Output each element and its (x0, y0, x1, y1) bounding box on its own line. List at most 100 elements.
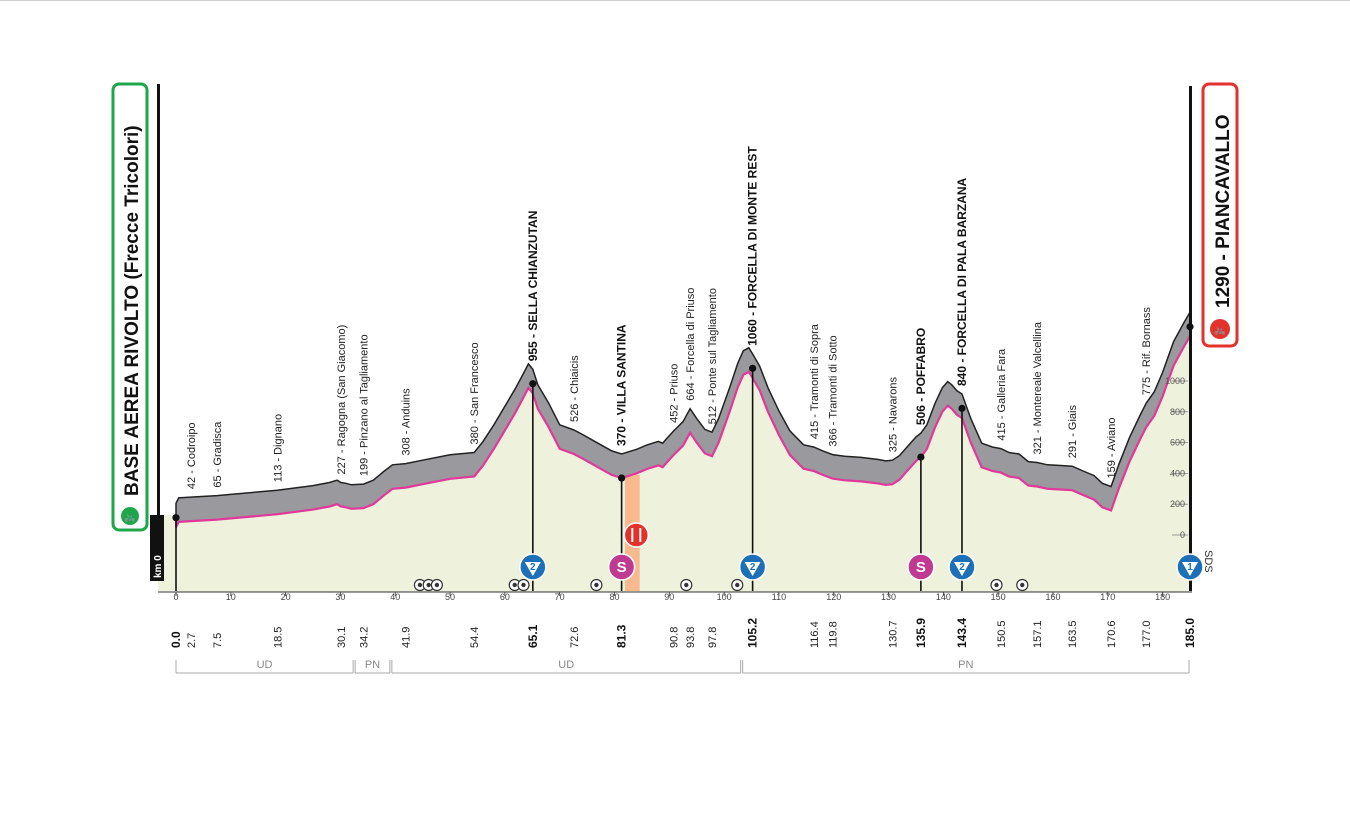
km-tick-label: 100 (717, 592, 732, 602)
road-section-dot-core (417, 582, 423, 588)
km-tick-label: 50 (445, 592, 455, 602)
km-zero-label: km 0 (153, 555, 164, 578)
waypoint-km-label: 7.5 (212, 633, 224, 648)
waypoint-km-label: 105.2 (746, 618, 760, 648)
km-tick-label: 10 (226, 592, 236, 602)
km-tick-label: 150 (991, 592, 1006, 602)
waypoint-km-label: 72.6 (569, 627, 581, 648)
waypoint-label: 42 - Codroipo (186, 422, 198, 489)
major-point-dot (618, 474, 626, 482)
road-section-dot-core (594, 582, 599, 588)
climb-category-number: 2 (530, 562, 536, 573)
waypoint-label: 159 - Aviano (1106, 418, 1118, 479)
feed-zone-marker (623, 522, 650, 548)
km-tick-label: 60 (500, 592, 510, 602)
road-section-dot-core (512, 582, 517, 588)
waypoint-km-label: 81.3 (615, 624, 629, 648)
altitude-tick-label: 200 (1170, 499, 1185, 509)
road-section-dot-core (426, 582, 431, 588)
major-point-dot (917, 453, 925, 461)
waypoint-label: 512 - Ponte sul Tagliamento (707, 288, 719, 424)
climb-category-number: 2 (750, 562, 756, 573)
waypoint-label: 664 - Forcella di Priuso (685, 288, 697, 401)
road-section-markers (413, 578, 1029, 592)
start-bike-icon (121, 507, 139, 525)
road-section-dot-core (994, 582, 999, 588)
waypoint-km-label: 135.9 (914, 618, 928, 648)
km-tick-label: 80 (609, 592, 619, 602)
finish-frame: 1290 - PIANCAVALLO 🚲 (1201, 82, 1239, 348)
km-tick-label: 110 (772, 592, 786, 602)
km-tick-label: 40 (390, 592, 400, 602)
km-tick-label: 120 (826, 592, 841, 602)
waypoint-label: 1060 - FORCELLA DI MONTE REST (746, 146, 760, 346)
major-point-dot (172, 514, 180, 522)
waypoint-label: 65 - Gradisca (212, 421, 224, 488)
band-top-fill (176, 336, 1190, 592)
km-tick-label: 180 (1155, 592, 1170, 602)
km-tick-label: 130 (881, 592, 896, 602)
waypoint-label: 308 - Anduins (401, 388, 413, 456)
road-section-dot-core (735, 582, 740, 588)
waypoint-labels: 42 - Codroipo 65 - Gradisca 113 - Dignano 2… (186, 146, 1153, 489)
feed-zone-icon (623, 522, 650, 548)
altitude-tick-label: 400 (1170, 468, 1185, 478)
waypoint-km-label: 116.4 (809, 621, 821, 648)
finish-bike-icon (1210, 319, 1230, 339)
start-frame: BASE AEREA RIVOLTO (Frecce Tricolori) 🚲 (111, 82, 149, 532)
waypoint-label: 199 - Pinzano al Tagliamento (359, 334, 371, 476)
climb-category-number: 1 (1187, 562, 1193, 573)
major-point-dot (529, 380, 537, 388)
sprint-badge (907, 553, 935, 581)
major-point-dot (1186, 323, 1194, 331)
start-location-name: BASE AEREA RIVOLTO (Frecce Tricolori) (122, 125, 143, 496)
waypoint-label: 526 - Chiaicis (569, 355, 581, 422)
km-tick-label: 90 (664, 592, 674, 602)
waypoint-km-label: 65.1 (526, 624, 540, 648)
road-profile-line (175, 335, 1191, 528)
waypoint-km-label: 93.8 (685, 627, 697, 648)
road-section-dot-core (1020, 582, 1025, 588)
altitude-scale: 0 200 400 600 800 1000 (1165, 376, 1188, 540)
waypoint-km-label: 2.7 (186, 633, 198, 648)
km-tick-label: 70 (555, 592, 565, 602)
km-tick-label: 30 (335, 592, 345, 602)
waypoint-label: 366 - Tramonti di Sotto (828, 335, 840, 446)
sprint-badge (607, 553, 636, 581)
finish-location-name: 1290 - PIANCAVALLO (1213, 114, 1234, 308)
waypoint-km-label: 119.8 (828, 621, 840, 648)
waypoint-label: 370 - VILLA SANTINA (615, 324, 629, 446)
province-bar: UD PN UD PN (175, 659, 1190, 674)
climb-triangle-icon (524, 562, 541, 576)
start-pole (157, 84, 160, 524)
climb-triangle-icon (953, 562, 970, 576)
km-tick-label: 170 (1100, 592, 1115, 602)
waypoint-label: 840 - FORCELLA DI PALA BARZANA (955, 177, 969, 386)
waypoint-km-label: 150.5 (996, 620, 1008, 648)
province-label: PN (958, 659, 973, 671)
major-point-dot (749, 364, 757, 372)
waypoint-km-label: 18.5 (272, 627, 284, 648)
km-tick-label: 20 (281, 592, 291, 602)
waypoint-label: 227 - Ragogna (San Giacomo) (336, 325, 348, 475)
road-section-dot-core (521, 582, 526, 588)
climb-category-number: 2 (959, 562, 965, 573)
province-label: UD (558, 659, 574, 671)
road-section-dot-core (434, 582, 440, 588)
waypoint-label: 291 - Giais (1067, 405, 1079, 459)
climb-triangle-icon (1182, 562, 1198, 576)
climb-triangle-icon (744, 562, 761, 576)
start-base-block (150, 515, 164, 581)
top-border (0, 0, 1350, 1)
waypoint-km-label: 170.6 (1106, 620, 1118, 648)
waypoint-km-label: 157.1 (1032, 620, 1044, 648)
waypoint-km-label: 143.4 (955, 618, 969, 648)
altitude-tick-label: 600 (1170, 438, 1185, 448)
waypoint-label: 380 - San Francesco (469, 342, 481, 444)
waypoint-label: 325 - Navarons (887, 376, 899, 452)
waypoint-label: 415 - Galleria Fara (996, 348, 1008, 441)
waypoint-km-label: 163.5 (1067, 620, 1079, 648)
waypoint-km-label: 90.8 (669, 627, 681, 648)
